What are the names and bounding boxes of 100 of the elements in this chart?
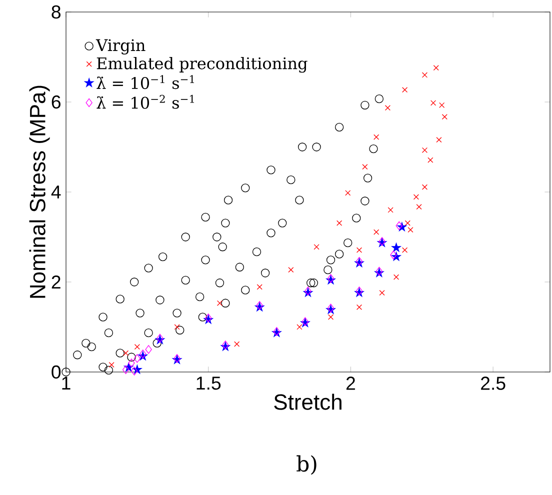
- point: [218, 242, 227, 252]
- point: [362, 164, 368, 170]
- point: [374, 94, 384, 104]
- point: [181, 232, 190, 242]
- point: [198, 312, 207, 322]
- point: [436, 137, 442, 143]
- point: [215, 278, 224, 288]
- point: [131, 366, 138, 376]
- point: [422, 147, 428, 153]
- point: [430, 100, 436, 106]
- legend-label: λ̇ = 10$^{−1}$ s$^{−1}$: [96, 75, 194, 90]
- point: [402, 247, 408, 253]
- point: [158, 252, 168, 262]
- point: [156, 296, 164, 304]
- point: [201, 212, 210, 222]
- x-tick-label: 2: [346, 376, 355, 390]
- point: [130, 278, 139, 286]
- point: [122, 365, 130, 374]
- point: [288, 267, 294, 273]
- point: [145, 345, 152, 354]
- y-tick-label: 6: [52, 95, 60, 109]
- point: [393, 274, 400, 280]
- point: [392, 252, 401, 261]
- point: [408, 227, 414, 233]
- point: [212, 232, 222, 242]
- point: [334, 122, 344, 132]
- x-tick-label: 2.5: [481, 376, 506, 390]
- point: [422, 72, 428, 78]
- point: [87, 342, 96, 352]
- point: [266, 228, 276, 238]
- point: [73, 350, 82, 360]
- point: [356, 304, 362, 310]
- point: [392, 242, 401, 252]
- point: [98, 362, 108, 372]
- point: [360, 196, 370, 206]
- point: [266, 166, 276, 174]
- point: [374, 229, 380, 235]
- y-tick-label: 4: [51, 186, 61, 198]
- point: [108, 362, 114, 368]
- point: [312, 142, 321, 152]
- point: [201, 256, 210, 264]
- point: [140, 350, 146, 358]
- point: [98, 312, 108, 322]
- point: [176, 326, 184, 334]
- point: [396, 221, 402, 230]
- point: [356, 247, 362, 253]
- y-axis-title: Nominal Stress (MPa): [29, 86, 50, 298]
- legend-label: Virgin: [96, 39, 146, 55]
- point: [195, 292, 204, 302]
- point: [62, 368, 70, 376]
- point: [422, 184, 428, 190]
- point: [134, 354, 141, 363]
- point: [328, 314, 334, 320]
- point: [326, 256, 336, 264]
- point: [144, 264, 153, 272]
- point: [379, 290, 385, 296]
- point: [181, 276, 190, 285]
- point: [388, 207, 394, 213]
- point: [344, 238, 352, 248]
- point: [390, 250, 397, 260]
- point: [172, 308, 182, 318]
- point: [336, 220, 342, 226]
- point: [363, 174, 372, 182]
- point: [369, 144, 378, 154]
- legend-label: Emulated preconditioning: [96, 56, 308, 73]
- point: [128, 358, 135, 368]
- point: [314, 244, 320, 250]
- point: [286, 176, 296, 184]
- point: [384, 105, 391, 111]
- point: [174, 324, 180, 330]
- point: [123, 350, 129, 356]
- point: [324, 266, 332, 274]
- point: [104, 328, 114, 338]
- x-tick-label: 1: [62, 376, 70, 390]
- point: [404, 220, 410, 226]
- y-tick-label: 8: [52, 5, 60, 19]
- point: [235, 262, 244, 272]
- point: [152, 338, 162, 348]
- point: [134, 344, 140, 350]
- point: [234, 341, 240, 347]
- point: [352, 214, 361, 222]
- point: [252, 248, 262, 256]
- point: [104, 366, 114, 375]
- point: [345, 190, 351, 196]
- y-tick-label: 0: [52, 365, 61, 379]
- point: [296, 324, 302, 330]
- point: [298, 142, 307, 152]
- point: [439, 102, 445, 108]
- point: [428, 157, 434, 163]
- x-tick-label: 1.5: [196, 376, 221, 390]
- point: [442, 114, 448, 120]
- point: [256, 284, 262, 290]
- point: [224, 196, 233, 204]
- point: [82, 338, 90, 348]
- point: [278, 218, 287, 228]
- x-axis-title: Stretch: [274, 394, 342, 410]
- point: [136, 308, 144, 318]
- point: [309, 278, 318, 288]
- legend-label: λ̇ = 10$^{−2}$ s$^{−1}$: [96, 94, 194, 109]
- point: [241, 184, 250, 192]
